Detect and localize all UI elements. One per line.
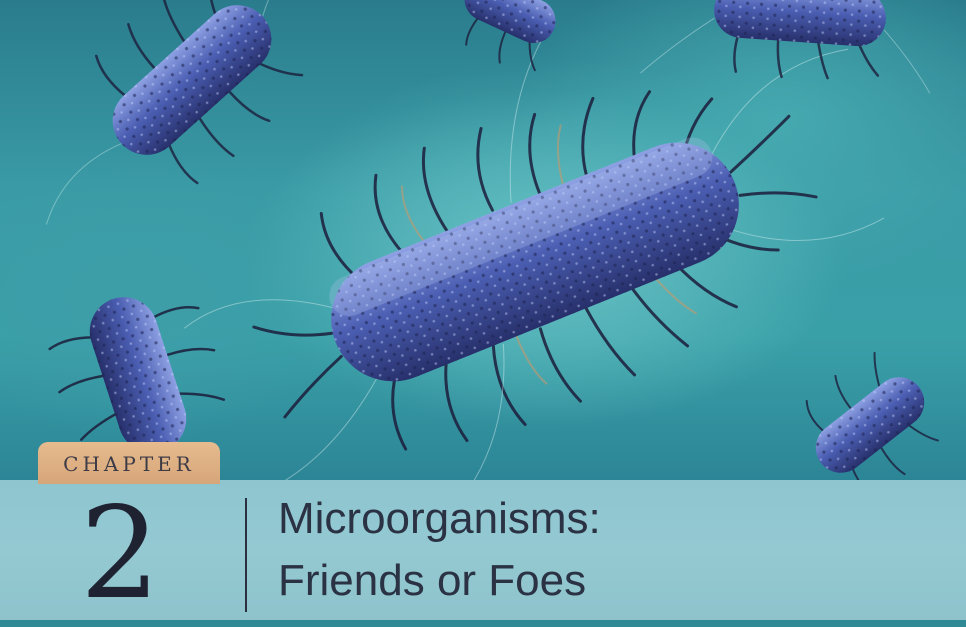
- bacterium-upper-left: [45, 0, 317, 225]
- chapter-number: 2: [80, 480, 161, 627]
- chapter-title-line-2: Friends or Foes: [278, 556, 587, 605]
- cover-illustration: [0, 0, 966, 480]
- chapter-title-line-1: Microorganisms:: [278, 494, 601, 543]
- chapter-label: CHAPTER: [38, 442, 220, 484]
- title-divider: [245, 498, 247, 612]
- bacterium-lower-right: [805, 351, 939, 480]
- title-banner: [0, 480, 966, 620]
- bacterium-top-center: [464, 0, 556, 72]
- bacterium-lower-left: [48, 297, 226, 453]
- main-bacterium: [183, 38, 885, 480]
- bacteria-illustration: [45, 0, 939, 480]
- bacterium-top-right: [640, 0, 931, 94]
